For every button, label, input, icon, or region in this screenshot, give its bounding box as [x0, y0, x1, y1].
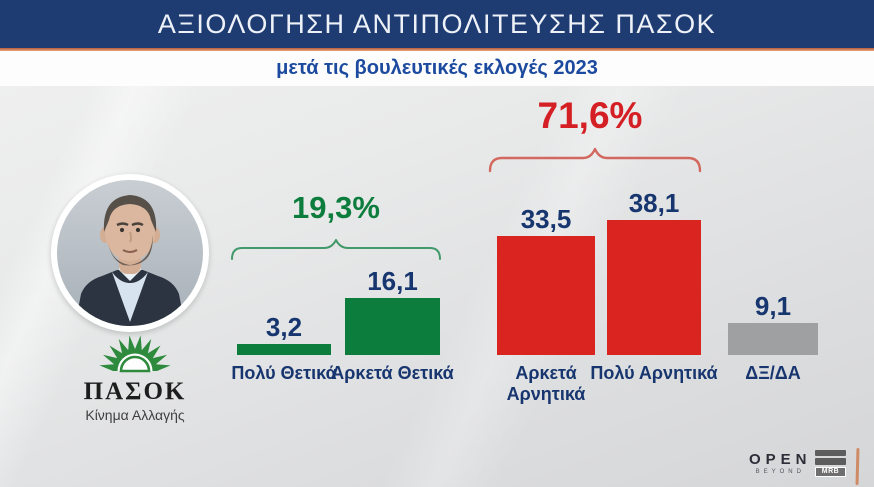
footer-accent-tick: [855, 447, 860, 486]
party-logo-block: ΠΑΣΟΚ Κίνημα Αλλαγής: [45, 327, 225, 423]
mrb-logo-text: MRB: [815, 466, 846, 477]
category-label-poly-arnitika: Πολύ Αρνητικά: [590, 363, 718, 383]
negative-bracket: [488, 147, 702, 173]
positive-bracket: [231, 239, 441, 260]
subtitle-bar: μετά τις βουλευτικές εκλογές 2023: [0, 51, 874, 86]
positive-total-label: 19,3%: [292, 190, 380, 225]
mrb-logo-stripe: [815, 450, 846, 457]
bar-column-arketa-arnitika: 33,5: [497, 206, 595, 355]
portrait-photo: [57, 180, 203, 326]
bar-value-label: 9,1: [754, 290, 792, 321]
mrb-agency-logo: MRB: [815, 450, 846, 477]
bar-column-poly-thetika: 3,2: [237, 314, 331, 355]
party-tagline: Κίνημα Αλλαγής: [85, 407, 185, 423]
bar-arketa-thetika: [345, 298, 440, 355]
page-subtitle: μετά τις βουλευτικές εκλογές 2023: [276, 57, 598, 79]
bar-column-arketa-thetika: 16,1: [345, 268, 440, 355]
page-title: ΑΞΙΟΛΟΓΗΣΗ ΑΝΤΙΠΟΛΙΤΕΥΣΗΣ ΠΑΣΟΚ: [157, 8, 717, 39]
mrb-logo-stripe: [815, 458, 846, 465]
bar-poly-thetika: [237, 343, 331, 355]
portrait-illustration: [57, 180, 203, 326]
category-label-dxda: ΔΞ/ΔΑ: [745, 363, 801, 383]
open-logo-subtext: BEYOND: [755, 469, 805, 475]
header-banner: ΑΞΙΟΛΟΓΗΣΗ ΑΝΤΙΠΟΛΙΤΕΥΣΗΣ ΠΑΣΟΚ: [0, 0, 874, 48]
category-label-arketa-thetika: Αρκετά Θετικά: [331, 363, 454, 383]
bar-value-label: 3,2: [265, 311, 303, 342]
bar-poly-arnitika: [607, 220, 701, 355]
party-name: ΠΑΣΟΚ: [83, 378, 187, 405]
leader-photo-frame: [51, 174, 209, 332]
bar-value-label: 16,1: [367, 266, 418, 296]
open-logo-text: OPEN: [749, 451, 812, 468]
category-label-arketa-arnitika: Αρκετά Αρνητικά: [506, 363, 586, 404]
header-accent-line: [0, 48, 874, 51]
bar-value-label: 38,1: [628, 188, 680, 218]
negative-total-label: 71,6%: [537, 95, 643, 136]
open-channel-logo: OPEN BEYOND: [749, 452, 812, 475]
bar-column-dxda: 9,1: [728, 293, 818, 355]
category-label-poly-thetika: Πολύ Θετικά: [231, 363, 337, 383]
bar-arketa-arnitika: [497, 236, 595, 355]
bar-value-label: 33,5: [520, 204, 572, 235]
bar-dxda: [728, 322, 818, 355]
pasok-sun-icon: [99, 335, 171, 373]
bar-column-poly-arnitika: 38,1: [607, 190, 701, 355]
